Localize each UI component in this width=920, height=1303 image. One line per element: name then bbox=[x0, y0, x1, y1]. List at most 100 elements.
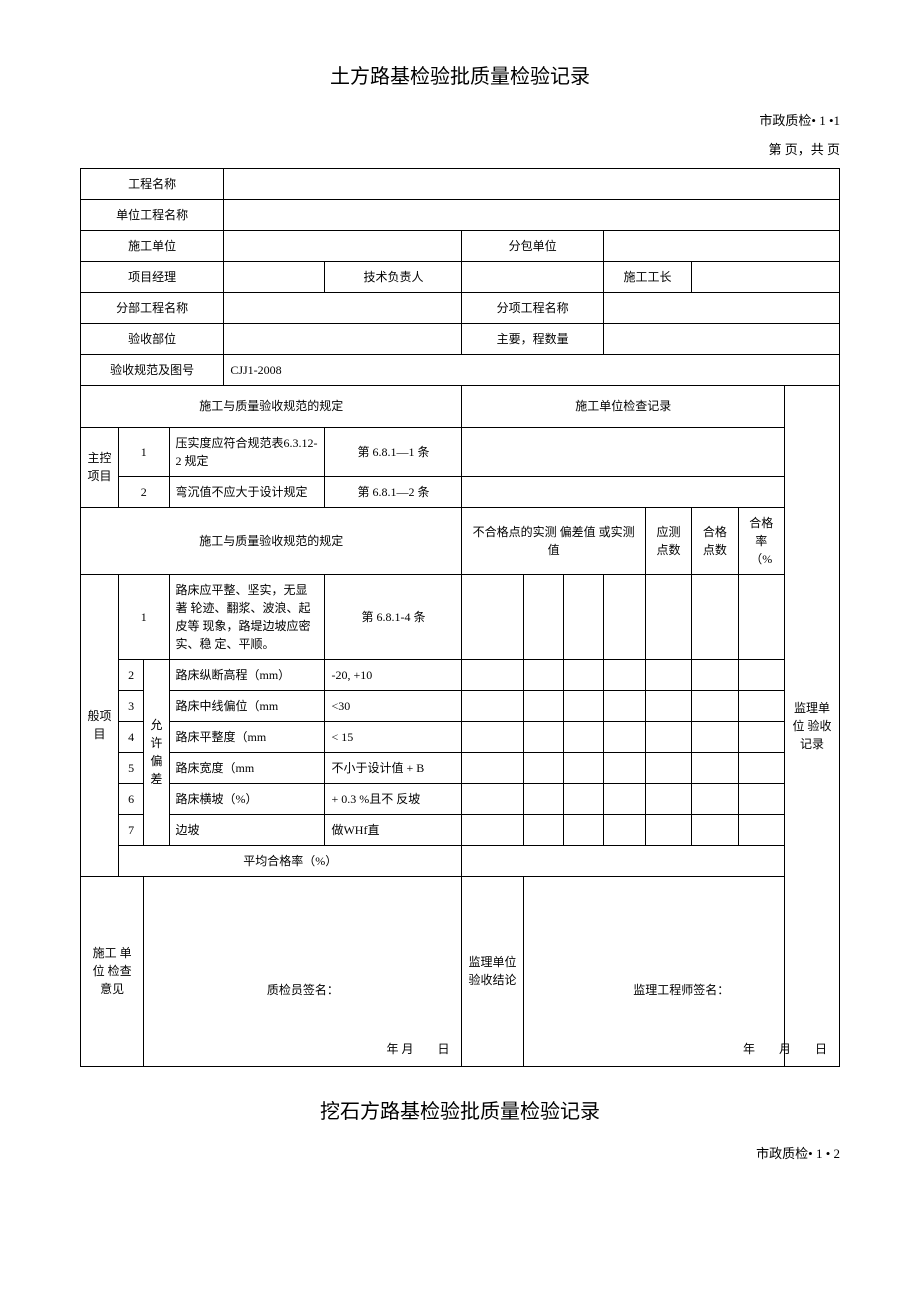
qc-sign-block: 质检员签名： 年 月 日 bbox=[144, 876, 462, 1066]
table-row: 3 路床中线偏位（mm <30 bbox=[81, 690, 840, 721]
row-g5-ref: 不小于设计值 + B bbox=[325, 752, 462, 783]
cell bbox=[563, 574, 603, 659]
table-row: 主控 项目 1 压实度应符合规范表6.3.12-2 规定 第 6.8.1—1 条 bbox=[81, 427, 840, 476]
cell bbox=[523, 783, 563, 814]
table-row: 5 路床宽度（mm 不小于设计值 + B bbox=[81, 752, 840, 783]
table-row: 单位工程名称 bbox=[81, 199, 840, 230]
qc-sign-label: 质检员签名： bbox=[144, 981, 461, 999]
table-row: 项目经理 技术负责人 施工工长 bbox=[81, 261, 840, 292]
page-line: 第 页，共 页 bbox=[80, 138, 840, 161]
header-unit-check: 施工单位检查记录 bbox=[462, 385, 785, 427]
cell bbox=[738, 690, 784, 721]
value-tech-leader bbox=[462, 261, 603, 292]
qc-date: 年 月 日 bbox=[386, 1040, 449, 1058]
cell bbox=[603, 659, 645, 690]
row-g1-no: 1 bbox=[118, 574, 169, 659]
label-allow-dev: 允许偏差 bbox=[144, 659, 169, 845]
cell bbox=[563, 659, 603, 690]
label-project-name: 工程名称 bbox=[81, 168, 224, 199]
cell bbox=[523, 659, 563, 690]
cell bbox=[603, 721, 645, 752]
cell bbox=[462, 752, 523, 783]
cell bbox=[523, 814, 563, 845]
cell bbox=[692, 721, 738, 752]
cell bbox=[645, 659, 691, 690]
cell bbox=[462, 659, 523, 690]
row-m2-no: 2 bbox=[118, 476, 169, 507]
row-m2-value bbox=[462, 476, 785, 507]
row-g3-ref: <30 bbox=[325, 690, 462, 721]
table-row: 2 弯沉值不应大于设计规定 第 6.8.1—2 条 bbox=[81, 476, 840, 507]
cell bbox=[603, 690, 645, 721]
value-unit-project bbox=[224, 199, 840, 230]
row-g1-ref: 第 6.8.1-4 条 bbox=[325, 574, 462, 659]
cell bbox=[462, 814, 523, 845]
label-division: 分部工程名称 bbox=[81, 292, 224, 323]
dev-header-4: 合格 率（% bbox=[738, 507, 784, 574]
cell bbox=[462, 783, 523, 814]
cell bbox=[645, 574, 691, 659]
label-acceptance-part: 验收部位 bbox=[81, 323, 224, 354]
avg-pass-rate-label: 平均合格率（%） bbox=[118, 845, 462, 876]
row-m1-value bbox=[462, 427, 785, 476]
row-g5-no: 5 bbox=[118, 752, 143, 783]
cell bbox=[692, 690, 738, 721]
cell bbox=[523, 574, 563, 659]
label-subcontract-unit: 分包单位 bbox=[462, 230, 603, 261]
row-m1-ref: 第 6.8.1—1 条 bbox=[325, 427, 462, 476]
row-g7-ref: 做WHf直 bbox=[325, 814, 462, 845]
value-division bbox=[224, 292, 462, 323]
row-m1-text: 压实度应符合规范表6.3.12-2 规定 bbox=[169, 427, 325, 476]
cell bbox=[462, 690, 523, 721]
doc-title: 土方路基检验批质量检验记录 bbox=[80, 60, 840, 89]
value-item bbox=[603, 292, 839, 323]
table-row: 施工与质量验收规范的规定 施工单位检查记录 监理单位 验收记录 bbox=[81, 385, 840, 427]
label-tech-leader: 技术负责人 bbox=[325, 261, 462, 292]
label-construction-unit: 施工单位 bbox=[81, 230, 224, 261]
doc2-title: 挖石方路基检验批质量检验记录 bbox=[80, 1095, 840, 1124]
table-row: 平均合格率（%） bbox=[81, 845, 840, 876]
cell bbox=[523, 721, 563, 752]
value-construction-unit bbox=[224, 230, 462, 261]
cell bbox=[738, 752, 784, 783]
row-g6-text: 路床横坡（%） bbox=[169, 783, 325, 814]
table-row: 4 路床平整度（mm < 15 bbox=[81, 721, 840, 752]
row-g6-ref: + 0.3 %且不 反坡 bbox=[325, 783, 462, 814]
cell bbox=[462, 721, 523, 752]
doc2-code: 市政质检• 1 • 2 bbox=[80, 1142, 840, 1165]
table-row: 验收规范及图号 CJJ1-2008 bbox=[81, 354, 840, 385]
value-acceptance-part bbox=[224, 323, 462, 354]
cell bbox=[645, 721, 691, 752]
row-g7-text: 边坡 bbox=[169, 814, 325, 845]
cell bbox=[738, 783, 784, 814]
row-m2-text: 弯沉值不应大于设计规定 bbox=[169, 476, 325, 507]
cell bbox=[462, 574, 523, 659]
cell bbox=[645, 690, 691, 721]
cell bbox=[692, 574, 738, 659]
supervisor-sign-label: 监理工程师签名： bbox=[524, 981, 839, 999]
cell bbox=[738, 659, 784, 690]
doc-code: 市政质检• 1 •1 bbox=[80, 109, 840, 132]
row-g2-text: 路床纵断高程（mm） bbox=[169, 659, 325, 690]
table-row: 7 边坡 做WHf直 bbox=[81, 814, 840, 845]
cell bbox=[692, 814, 738, 845]
value-project-manager bbox=[224, 261, 325, 292]
table-row: 般项 目 1 路床应平整、坚实，无显著 轮迹、翻浆、波浪、起皮等 现象，路堤边坡… bbox=[81, 574, 840, 659]
supervisor-date: 年 月 日 bbox=[743, 1040, 827, 1058]
row-g7-no: 7 bbox=[118, 814, 143, 845]
cell bbox=[645, 783, 691, 814]
table-row: 验收部位 主要，程数量 bbox=[81, 323, 840, 354]
label-main-control: 主控 项目 bbox=[81, 427, 119, 507]
label-item: 分项工程名称 bbox=[462, 292, 603, 323]
table-row: 2 允许偏差 路床纵断高程（mm） -20, +10 bbox=[81, 659, 840, 690]
cell bbox=[563, 783, 603, 814]
row-g5-text: 路床宽度（mm bbox=[169, 752, 325, 783]
label-supervision-conclusion: 监理单位验收结论 bbox=[462, 876, 523, 1066]
inspection-table: 工程名称 单位工程名称 施工单位 分包单位 项目经理 技术负责人 施工工长 分部… bbox=[80, 168, 840, 1067]
cell bbox=[738, 721, 784, 752]
cell bbox=[603, 574, 645, 659]
cell bbox=[692, 752, 738, 783]
cell bbox=[738, 814, 784, 845]
row-m2-ref: 第 6.8.1—2 条 bbox=[325, 476, 462, 507]
cell bbox=[603, 783, 645, 814]
